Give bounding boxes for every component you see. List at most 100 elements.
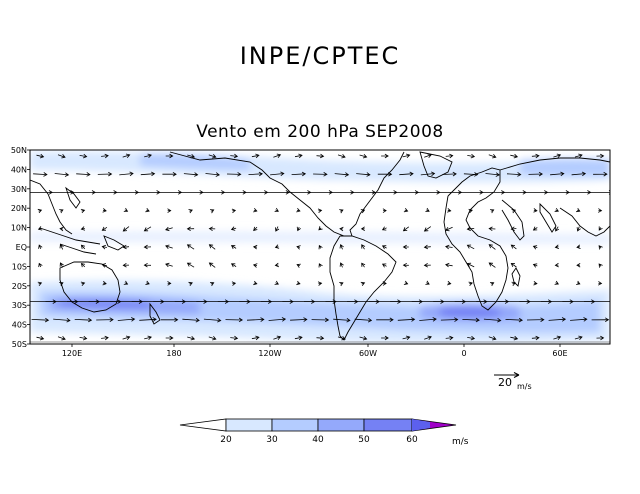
wind-arrow xyxy=(102,280,107,286)
wind-arrow xyxy=(445,226,453,232)
wind-arrow xyxy=(360,226,366,232)
wind-arrow xyxy=(489,209,495,214)
wind-arrow xyxy=(419,317,437,322)
wind-arrow xyxy=(553,335,562,340)
wind-arrow xyxy=(143,226,152,232)
wind-arrow xyxy=(122,262,130,268)
wind-arrow xyxy=(510,153,519,159)
wind-arrow xyxy=(145,280,150,285)
wind-arrow xyxy=(317,208,323,214)
wind-arrow xyxy=(122,335,131,340)
wind-arrow xyxy=(467,335,476,341)
wind-arrow xyxy=(252,244,258,250)
wind-arrow xyxy=(382,281,387,286)
wind-arrow xyxy=(290,317,308,322)
wind-arrow xyxy=(37,208,43,214)
wind-arrow xyxy=(253,226,258,232)
wind-arrow xyxy=(80,281,86,286)
wind-arrow xyxy=(397,317,416,322)
wind-arrow xyxy=(381,263,387,268)
wind-arrow xyxy=(208,226,216,232)
wind-arrow xyxy=(361,244,366,250)
wind-arrow xyxy=(225,317,243,323)
wind-arrow xyxy=(273,335,282,340)
wind-arrow xyxy=(554,244,560,249)
wind-arrow xyxy=(402,244,409,250)
colorbar-tick-label: 40 xyxy=(312,435,324,445)
wind-arrow xyxy=(466,262,475,268)
wind-arrow xyxy=(598,281,603,286)
reference-vector-unit: m/s xyxy=(517,382,532,391)
wind-arrow xyxy=(488,262,496,268)
wind-arrow xyxy=(230,335,239,341)
wind-arrow xyxy=(59,262,64,268)
wind-arrow xyxy=(101,244,107,250)
wind-arrow xyxy=(420,171,436,177)
wind-arrow xyxy=(489,282,495,287)
wind-arrow xyxy=(598,263,603,268)
wind-arrow xyxy=(423,226,432,232)
wind-arrow xyxy=(339,226,344,232)
wind-arrow xyxy=(584,301,610,302)
wind-arrow xyxy=(334,172,350,177)
wind-arrow xyxy=(208,154,217,159)
wind-arrow xyxy=(359,154,368,159)
wind-arrow xyxy=(186,226,195,232)
wind-arrow xyxy=(59,209,64,214)
wind-arrow xyxy=(123,280,129,285)
colorbar-segment-40-50 xyxy=(317,418,365,432)
wind-arrow xyxy=(356,172,371,177)
lon-label: 0 xyxy=(461,349,466,358)
lon-label: 120W xyxy=(258,349,281,358)
wind-arrow xyxy=(318,263,323,268)
wind-arrow xyxy=(445,244,453,250)
wind-arrow xyxy=(80,244,86,250)
wind-arrow xyxy=(360,281,366,287)
wind-arrow xyxy=(76,172,91,177)
wind-arrow xyxy=(59,282,64,287)
wind-arrow xyxy=(74,317,93,323)
wind-arrow xyxy=(167,208,172,213)
wind-arrow xyxy=(533,208,538,213)
wind-arrow xyxy=(511,208,517,214)
wind-arrow xyxy=(101,335,109,341)
wind-arrow xyxy=(313,172,328,177)
wind-arrow xyxy=(425,207,430,212)
wind-arrow xyxy=(425,280,430,285)
wind-arrow xyxy=(361,262,366,268)
wind-arrow xyxy=(296,280,301,286)
wind-arrow xyxy=(53,317,71,323)
wind-arrow xyxy=(598,226,603,231)
wind-arrow xyxy=(576,280,581,285)
wind-arrow xyxy=(337,336,346,341)
wind-arrow xyxy=(122,153,131,158)
wind-arrow xyxy=(274,262,280,268)
wind-arrow xyxy=(231,281,237,286)
wind-arrow xyxy=(122,226,130,232)
wind-arrow xyxy=(532,263,538,268)
wind-arrow xyxy=(122,244,130,250)
wind-arrow xyxy=(205,172,220,177)
wind-arrow xyxy=(574,153,583,158)
lon-label: 60E xyxy=(552,349,567,358)
wind-arrow xyxy=(531,335,540,341)
wind-arrow xyxy=(533,280,538,286)
wind-arrow xyxy=(59,243,64,250)
wind-arrow xyxy=(598,245,603,250)
wind-arrow xyxy=(574,335,583,340)
wind-arrow xyxy=(123,207,129,212)
wind-arrow xyxy=(576,226,581,232)
wind-arrow xyxy=(483,317,502,323)
wind-arrow xyxy=(555,226,560,232)
wind-arrow xyxy=(230,153,239,159)
wind-arrow xyxy=(424,335,432,340)
wind-arrow xyxy=(423,244,431,250)
wind-arrow xyxy=(230,245,237,250)
wind-arrow xyxy=(531,153,540,159)
wind-arrow xyxy=(571,171,587,177)
colorbar-segment-20-30 xyxy=(225,418,273,432)
wind-arrow xyxy=(165,335,174,341)
wind-arrow xyxy=(466,244,475,250)
wind-arrow xyxy=(447,208,452,213)
wind-arrow xyxy=(119,171,134,177)
